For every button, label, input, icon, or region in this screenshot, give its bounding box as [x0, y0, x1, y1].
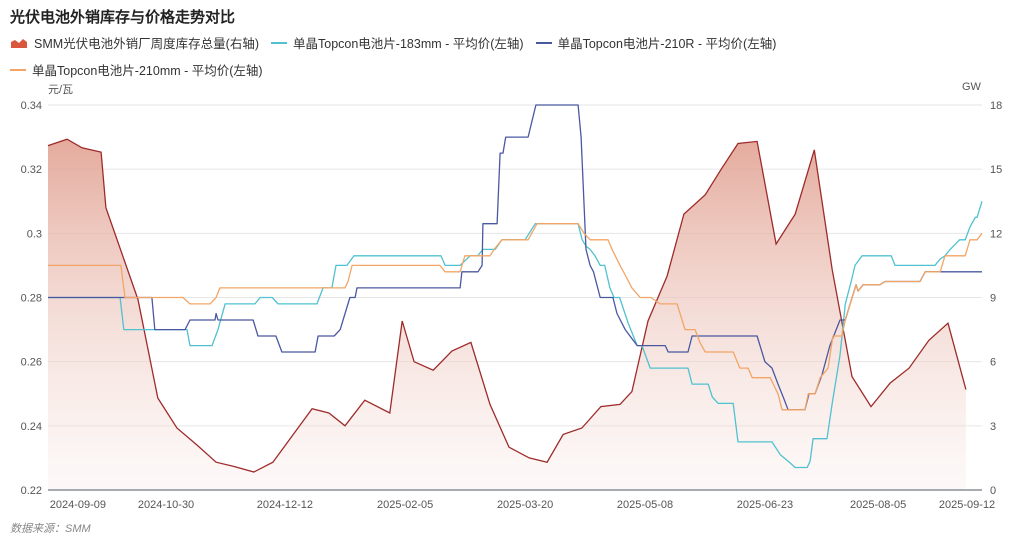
- left-axis-unit: 元/瓦: [48, 84, 74, 96]
- right-tick-label: 3: [990, 421, 996, 433]
- left-tick-label: 0.24: [21, 421, 42, 433]
- x-tick-label: 2024-10-30: [138, 499, 194, 511]
- left-tick-label: 0.26: [21, 357, 42, 369]
- x-tick-label: 2025-08-05: [850, 499, 906, 511]
- legend-item-210mm[interactable]: 单晶Topcon电池片-210mm - 平均价(左轴): [10, 60, 263, 79]
- right-tick-label: 18: [990, 100, 1002, 112]
- x-tick-label: 2025-05-08: [617, 499, 673, 511]
- x-tick-label: 2024-09-09: [50, 499, 106, 511]
- inventory-line: [47, 138, 967, 473]
- legend-label: 单晶Topcon电池片-183mm - 平均价(左轴): [293, 37, 524, 51]
- legend-label: SMM光伏电池外销厂周度库存总量(右轴): [34, 37, 259, 51]
- line-swatch-icon: [535, 41, 552, 44]
- line-swatch-icon: [10, 68, 26, 71]
- right-tick-label: 6: [990, 357, 996, 369]
- legend-item-210r[interactable]: 单晶Topcon电池片-210R - 平均价(左轴): [535, 33, 777, 52]
- legend-label: 单晶Topcon电池片-210R - 平均价(左轴): [557, 37, 777, 51]
- left-tick-label: 0.32: [21, 164, 42, 176]
- left-tick-label: 0.34: [21, 100, 42, 112]
- right-tick-label: 12: [990, 228, 1002, 240]
- x-tick-label: 2025-02-05: [377, 499, 433, 511]
- legend-row-1: SMM光伏电池外销厂周度库存总量(右轴) 单晶Topcon电池片-183mm -…: [10, 33, 788, 52]
- left-tick-label: 0.3: [27, 228, 42, 240]
- x-tick-label: 2025-06-23: [737, 499, 793, 511]
- right-axis-unit: GW: [962, 81, 981, 93]
- x-tick-label: 2025-03-20: [497, 499, 553, 511]
- right-tick-label: 0: [990, 485, 996, 497]
- price-line-1: [48, 201, 983, 469]
- x-tick-label: 2025-09-12: [939, 499, 995, 511]
- chart-title: 光伏电池外销库存与价格走势对比: [10, 9, 236, 26]
- legend-row-2: 单晶Topcon电池片-210mm - 平均价(左轴): [10, 60, 275, 79]
- legend-item-183mm[interactable]: 单晶Topcon电池片-183mm - 平均价(左轴): [271, 33, 524, 52]
- legend-item-inventory[interactable]: SMM光伏电池外销厂周度库存总量(右轴): [10, 33, 259, 52]
- inventory-area: [48, 139, 966, 490]
- left-tick-label: 0.22: [21, 485, 42, 497]
- data-source: 数据来源：SMM: [10, 523, 91, 535]
- left-tick-label: 0.28: [21, 293, 42, 305]
- area-swatch-icon: [11, 38, 27, 48]
- x-tick-label: 2024-12-12: [257, 499, 313, 511]
- right-tick-label: 9: [990, 293, 996, 305]
- right-tick-label: 15: [990, 164, 1002, 176]
- legend-label: 单晶Topcon电池片-210mm - 平均价(左轴): [32, 64, 263, 78]
- price-line-3: [48, 223, 983, 411]
- line-swatch-icon: [271, 41, 287, 44]
